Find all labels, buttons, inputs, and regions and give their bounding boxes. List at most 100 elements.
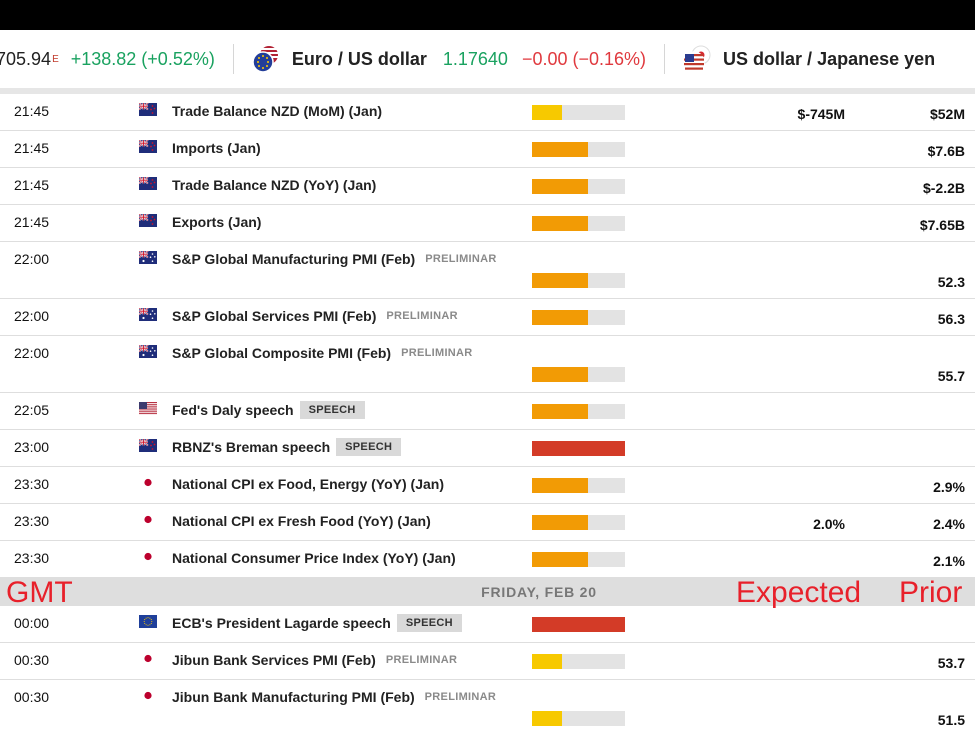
impact-bar-fill: [532, 404, 588, 419]
event-row[interactable]: 22:00 S&P Global Manufacturing PMI (Feb) P…: [0, 242, 975, 299]
event-name-cell[interactable]: S&P Global Composite PMI (Feb) PRELIMINAR: [172, 342, 473, 364]
preliminary-badge: PRELIMINAR: [425, 253, 497, 265]
ticker-pair-change: −0.00 (−0.16%): [521, 48, 647, 69]
impact-bar-fill: [532, 216, 588, 231]
event-name[interactable]: National CPI ex Fresh Food (YoY) (Jan): [172, 513, 431, 529]
event-time: 22:00: [14, 251, 50, 267]
impact-bar-fill: [532, 617, 625, 632]
event-row[interactable]: 21:45 Trade Balance NZD (MoM) (Jan) $-745M…: [0, 94, 975, 131]
event-time: 00:30: [14, 652, 50, 668]
event-name[interactable]: Trade Balance NZD (MoM) (Jan): [172, 103, 383, 119]
event-name-cell[interactable]: Jibun Bank Manufacturing PMI (Feb) PRELIM…: [172, 686, 496, 708]
event-name[interactable]: Jibun Bank Services PMI (Feb): [172, 652, 376, 668]
event-name[interactable]: Exports (Jan): [172, 214, 262, 230]
event-name-cell[interactable]: Trade Balance NZD (YoY) (Jan): [172, 174, 376, 196]
event-row[interactable]: 23:00 RBNZ's Breman speech SPEECH: [0, 430, 975, 467]
japan-flag-icon: [139, 689, 157, 702]
impact-bar: [532, 552, 625, 567]
event-name[interactable]: Fed's Daly speech: [172, 402, 294, 418]
european-union-flag-icon: [139, 615, 157, 628]
ticker-item-usdjpy[interactable]: US dollar / Japanese yen: [683, 30, 935, 88]
event-name-cell[interactable]: Jibun Bank Services PMI (Feb) PRELIMINAR: [172, 649, 457, 671]
event-row[interactable]: 23:30 National CPI ex Food, Energy (YoY) …: [0, 467, 975, 504]
annotation-prior: Prior: [899, 576, 963, 609]
event-time: 00:30: [14, 689, 50, 705]
impact-bar: [532, 711, 625, 726]
event-name-cell[interactable]: National CPI ex Fresh Food (YoY) (Jan): [172, 510, 431, 532]
event-time: 00:00: [14, 615, 50, 631]
ticker-item-eurusd[interactable]: Euro / US dollar 1.17640 −0.00 (−0.16%): [252, 30, 646, 88]
preliminary-badge: PRELIMINAR: [401, 347, 473, 359]
event-name[interactable]: Trade Balance NZD (YoY) (Jan): [172, 177, 377, 193]
impact-bar-fill: [532, 711, 562, 726]
event-name-cell[interactable]: Fed's Daly speech SPEECH: [172, 399, 365, 421]
event-name-cell[interactable]: S&P Global Manufacturing PMI (Feb) PRELIM…: [172, 248, 497, 270]
impact-bar: [532, 273, 625, 288]
event-row[interactable]: 22:00 S&P Global Composite PMI (Feb) PRELI…: [0, 336, 975, 393]
new-zealand-flag-icon: [139, 103, 157, 116]
event-time: 22:00: [14, 345, 50, 361]
event-name[interactable]: S&P Global Services PMI (Feb): [172, 308, 377, 324]
event-row[interactable]: 00:30 Jibun Bank Manufacturing PMI (Feb) P…: [0, 680, 975, 730]
speech-badge: SPEECH: [299, 401, 365, 419]
event-name-cell[interactable]: ECB's President Lagarde speech SPEECH: [172, 612, 462, 634]
event-name[interactable]: National CPI ex Food, Energy (YoY) (Jan): [172, 476, 444, 492]
preliminary-badge: PRELIMINAR: [424, 691, 497, 703]
annotation-expected: Expected: [736, 576, 862, 609]
event-row[interactable]: 00:30 Jibun Bank Services PMI (Feb) PRELIM…: [0, 643, 975, 680]
impact-bar: [532, 515, 625, 530]
event-time: 22:05: [14, 402, 50, 418]
event-name[interactable]: ECB's President Lagarde speech: [172, 615, 391, 631]
event-row[interactable]: 23:30 National CPI ex Fresh Food (YoY) (J…: [0, 504, 975, 541]
prior-value: $7.65B: [919, 217, 965, 233]
impact-bar: [532, 441, 625, 456]
speech-badge: SPEECH: [336, 438, 402, 456]
event-name-cell[interactable]: Exports (Jan): [172, 211, 261, 233]
impact-bar: [532, 404, 625, 419]
event-name-cell[interactable]: Imports (Jan): [172, 137, 261, 159]
event-name[interactable]: Imports (Jan): [172, 140, 261, 156]
event-name-cell[interactable]: National Consumer Price Index (YoY) (Jan…: [172, 547, 456, 569]
impact-bar-fill: [532, 310, 588, 325]
japan-flag-icon: [139, 513, 157, 526]
event-name[interactable]: S&P Global Manufacturing PMI (Feb): [172, 251, 416, 267]
impact-bar: [532, 654, 625, 669]
event-name[interactable]: Jibun Bank Manufacturing PMI (Feb): [172, 689, 415, 705]
event-name-cell[interactable]: RBNZ's Breman speech SPEECH: [172, 436, 402, 458]
event-name[interactable]: RBNZ's Breman speech: [172, 439, 331, 455]
preliminary-badge: PRELIMINAR: [386, 310, 458, 322]
event-name-cell[interactable]: National CPI ex Food, Energy (YoY) (Jan): [172, 473, 444, 495]
ticker-divider: [664, 44, 666, 74]
impact-bar-fill: [532, 273, 588, 288]
event-time: 22:00: [14, 308, 50, 324]
day-header: FRIDAY, FEB 20 GMT Expected Prior: [0, 576, 975, 609]
event-name-cell[interactable]: Trade Balance NZD (MoM) (Jan): [172, 100, 382, 122]
new-zealand-flag-icon: [139, 177, 157, 190]
preliminary-badge: PRELIMINAR: [385, 654, 458, 666]
impact-bar-fill: [532, 441, 625, 456]
expected-value: 2.0%: [813, 516, 845, 532]
ticker-pair-value: 1.17640: [442, 48, 508, 69]
event-row[interactable]: 21:45 Imports (Jan) $7.6B: [0, 131, 975, 168]
ticker-price: 705.94: [0, 48, 52, 69]
event-row[interactable]: 23:30 National Consumer Price Index (YoY)…: [0, 541, 975, 578]
event-name[interactable]: S&P Global Composite PMI (Feb): [172, 345, 392, 361]
australia-flag-icon: [139, 345, 157, 358]
event-row[interactable]: 22:05 Fed's Daly speech SPEECH: [0, 393, 975, 430]
event-row[interactable]: 00:00 ECB's President Lagarde speech SPEEC…: [0, 606, 975, 643]
impact-bar: [532, 179, 625, 194]
prior-value: 52.3: [937, 274, 965, 290]
ticker-item-index[interactable]: 705.94 E +138.82 (+0.52%): [0, 30, 215, 88]
impact-bar-fill: [532, 515, 588, 530]
impact-bar: [532, 216, 625, 231]
event-row[interactable]: 21:45 Exports (Jan) $7.65B: [0, 205, 975, 242]
event-row[interactable]: 22:00 S&P Global Services PMI (Feb) PRELIM…: [0, 299, 975, 336]
impact-bar-fill: [532, 142, 588, 157]
impact-bar: [532, 310, 625, 325]
event-name[interactable]: National Consumer Price Index (YoY) (Jan…: [172, 550, 456, 566]
impact-bar: [532, 105, 625, 120]
event-name-cell[interactable]: S&P Global Services PMI (Feb) PRELIMINAR: [172, 305, 458, 327]
impact-bar: [532, 367, 625, 382]
eu-us-flags-icon: [252, 46, 278, 73]
event-row[interactable]: 21:45 Trade Balance NZD (YoY) (Jan) $-2.2B: [0, 168, 975, 205]
